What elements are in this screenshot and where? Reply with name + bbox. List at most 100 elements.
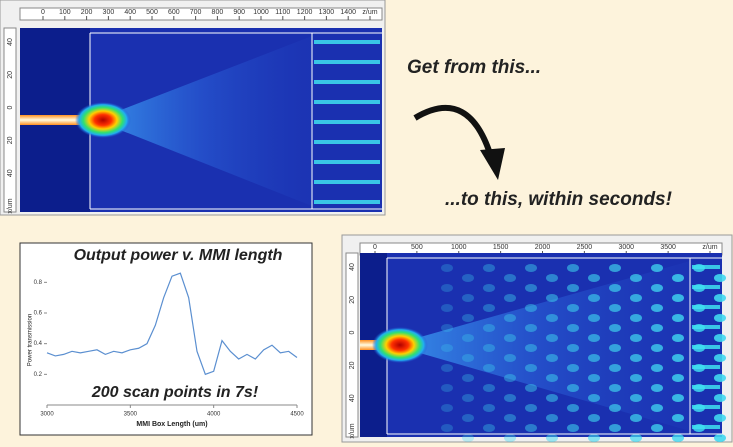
output-stripe <box>692 405 720 409</box>
interference-spot <box>546 434 558 442</box>
interference-spot <box>567 384 579 392</box>
output-stripe <box>314 120 380 124</box>
interference-spot <box>609 344 621 352</box>
interference-spot <box>525 304 537 312</box>
ruler-label: 1100 <box>275 9 290 16</box>
interference-spot <box>630 374 642 382</box>
interference-spot <box>525 324 537 332</box>
ruler-label: 1000 <box>253 9 269 16</box>
output-stripe <box>314 80 380 84</box>
interference-spot <box>609 404 621 412</box>
y-axis-label: Power transmission <box>28 314 34 366</box>
interference-spot <box>651 264 663 272</box>
interference-spot <box>588 414 600 422</box>
ruler-left <box>3 27 17 213</box>
beam-fan <box>95 36 312 206</box>
beam-hotspot <box>75 102 131 138</box>
chart-panel: 0.2 0.4 0.6 0.8 3000 3500 4000 4500 MMI Box Leng… <box>19 242 313 436</box>
interference-spot <box>483 424 495 432</box>
interference-spot <box>546 414 558 422</box>
interference-spot <box>441 384 453 392</box>
interference-spot <box>462 274 474 282</box>
output-stripe <box>692 325 720 329</box>
interference-spot <box>525 284 537 292</box>
output-stripe <box>314 200 380 204</box>
ruler-label: 1000 <box>451 244 467 251</box>
ruler-label: 40 <box>7 169 14 177</box>
interference-spot <box>588 354 600 362</box>
interference-spot <box>672 314 684 322</box>
output-stripe <box>314 60 380 64</box>
interference-spot <box>441 284 453 292</box>
interference-spot <box>504 314 516 322</box>
ruler-label: 20 <box>7 136 14 144</box>
output-stripe <box>692 285 720 289</box>
ruler-top <box>19 7 383 21</box>
ruler-label: 1200 <box>297 9 313 16</box>
output-stripe <box>692 425 720 429</box>
interference-spot <box>462 434 474 442</box>
interference-spot <box>609 304 621 312</box>
ruler-left <box>345 252 359 438</box>
interference-spot <box>672 354 684 362</box>
ruler-label: 0 <box>7 106 14 110</box>
interference-spot <box>546 294 558 302</box>
interference-spot <box>525 364 537 372</box>
interference-spot <box>651 404 663 412</box>
ruler-label: z/um <box>362 9 377 16</box>
interference-spot <box>546 314 558 322</box>
interference-spot <box>546 394 558 402</box>
interference-spot <box>588 334 600 342</box>
ruler-label: 700 <box>190 9 202 16</box>
interference-spot <box>630 354 642 362</box>
y-tick-label: 0.4 <box>34 341 43 347</box>
x-tick-label: 4500 <box>290 412 304 418</box>
interference-spot <box>630 274 642 282</box>
simulation-screenshot: 0 500 1000 1500 2000 2500 3000 3500 z/um 40 20 0 20 4… <box>341 234 733 443</box>
output-stripe <box>692 265 720 269</box>
ruler-label: 600 <box>168 9 180 16</box>
interference-spot <box>504 274 516 282</box>
interference-spot <box>672 274 684 282</box>
ruler-label: z/um <box>702 244 717 251</box>
ruler-label: 100 <box>59 9 71 16</box>
output-stripe <box>314 160 380 164</box>
interference-spot <box>588 294 600 302</box>
ruler-label: 40 <box>7 38 14 46</box>
interference-spot <box>483 364 495 372</box>
ruler-label: 2500 <box>577 244 593 251</box>
interference-spot <box>504 394 516 402</box>
interference-spot <box>651 284 663 292</box>
interference-spot <box>609 264 621 272</box>
interference-spot <box>525 404 537 412</box>
x-tick-label: 3500 <box>124 412 138 418</box>
interference-spot <box>714 394 726 402</box>
interference-spot <box>651 324 663 332</box>
ruler-label: 40 <box>349 394 356 402</box>
y-tick-label: 0.8 <box>34 280 43 286</box>
interference-spot <box>651 424 663 432</box>
interference-spot <box>441 364 453 372</box>
ruler-label: 40 <box>349 263 356 271</box>
interference-spot <box>672 294 684 302</box>
interference-spot <box>525 344 537 352</box>
interference-spot <box>714 294 726 302</box>
interference-spot <box>609 364 621 372</box>
interference-spot <box>483 324 495 332</box>
ruler-label: 0 <box>349 331 356 335</box>
interference-spot <box>630 394 642 402</box>
interference-spot <box>630 434 642 442</box>
interference-spot <box>714 334 726 342</box>
output-stripe <box>314 140 380 144</box>
interference-spot <box>483 384 495 392</box>
interference-spot <box>672 434 684 442</box>
x-tick-label: 4000 <box>207 412 221 418</box>
interference-spot <box>714 434 726 442</box>
arrow-head <box>480 148 505 180</box>
interference-spot <box>525 264 537 272</box>
interference-spot <box>588 434 600 442</box>
interference-spot <box>546 354 558 362</box>
interference-spot <box>567 324 579 332</box>
